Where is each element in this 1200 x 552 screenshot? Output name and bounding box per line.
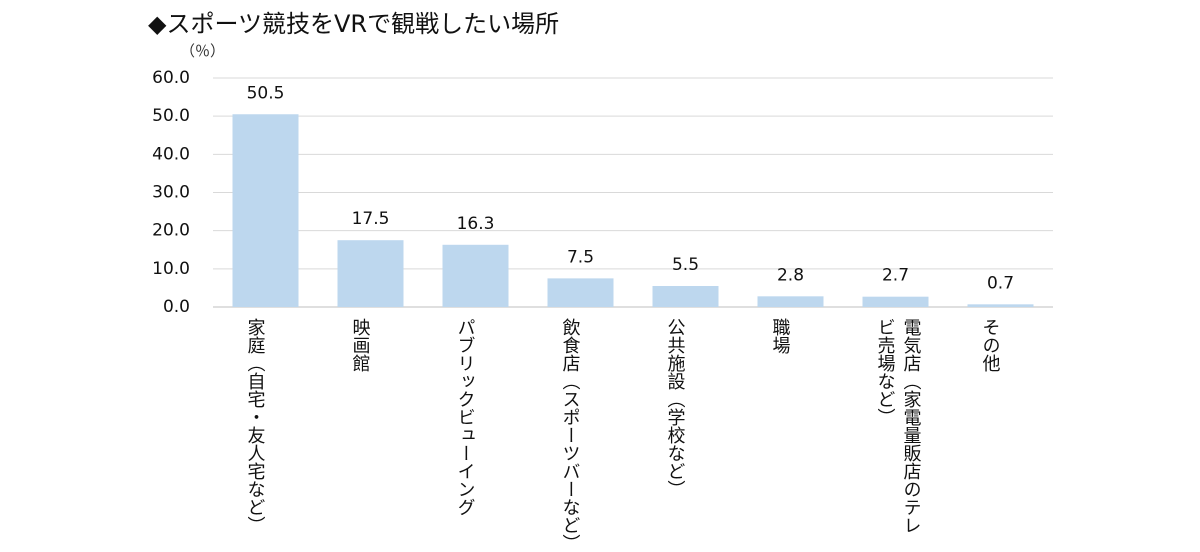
x-category-label: 職場 <box>769 318 791 354</box>
y-tick-label: 40.0 <box>152 144 190 164</box>
bar <box>967 304 1034 307</box>
bar <box>232 114 299 307</box>
y-axis-unit-label: （％） <box>180 42 226 60</box>
bar <box>862 296 929 307</box>
y-tick-label: 20.0 <box>152 221 190 241</box>
x-category-label: 映画館 <box>349 318 371 372</box>
chart-title: ◆スポーツ競技をVRで観戦したい場所 <box>148 10 560 38</box>
bar <box>337 240 404 307</box>
data-label: 0.7 <box>987 273 1014 293</box>
x-category-label: その他 <box>979 318 1001 372</box>
y-tick-label: 50.0 <box>152 106 190 126</box>
bar <box>442 244 509 307</box>
x-category-label: 電気店（家電量販店のテレビ売場など） <box>874 318 922 534</box>
data-labels: 50.5 17.5 16.3 7.5 5.5 2.8 2.7 0.7 <box>247 83 1014 293</box>
bar <box>757 296 824 307</box>
data-label: 17.5 <box>352 209 390 229</box>
data-label: 2.8 <box>777 265 804 285</box>
bar <box>652 286 719 307</box>
x-category-label: 公共施設（学校など） <box>664 318 686 498</box>
data-label: 50.5 <box>247 83 285 103</box>
y-tick-label: 0.0 <box>163 297 190 317</box>
y-tick-label: 60.0 <box>152 68 190 88</box>
bar <box>547 278 614 307</box>
data-label: 7.5 <box>567 247 594 267</box>
bars <box>232 114 1034 307</box>
y-tick-label: 10.0 <box>152 259 190 279</box>
data-label: 16.3 <box>457 214 495 234</box>
x-category-label: 家庭（自宅・友人宅など） <box>244 318 266 534</box>
data-label: 2.7 <box>882 266 909 286</box>
data-label: 5.5 <box>672 255 699 275</box>
y-tick-label: 30.0 <box>152 183 190 203</box>
x-category-label: パブリックビューイング <box>454 318 476 516</box>
x-category-label: 飲食店（スポーツバーなど） <box>559 318 581 552</box>
y-axis-ticks: 0.0 10.0 20.0 30.0 40.0 50.0 60.0 <box>152 68 190 317</box>
